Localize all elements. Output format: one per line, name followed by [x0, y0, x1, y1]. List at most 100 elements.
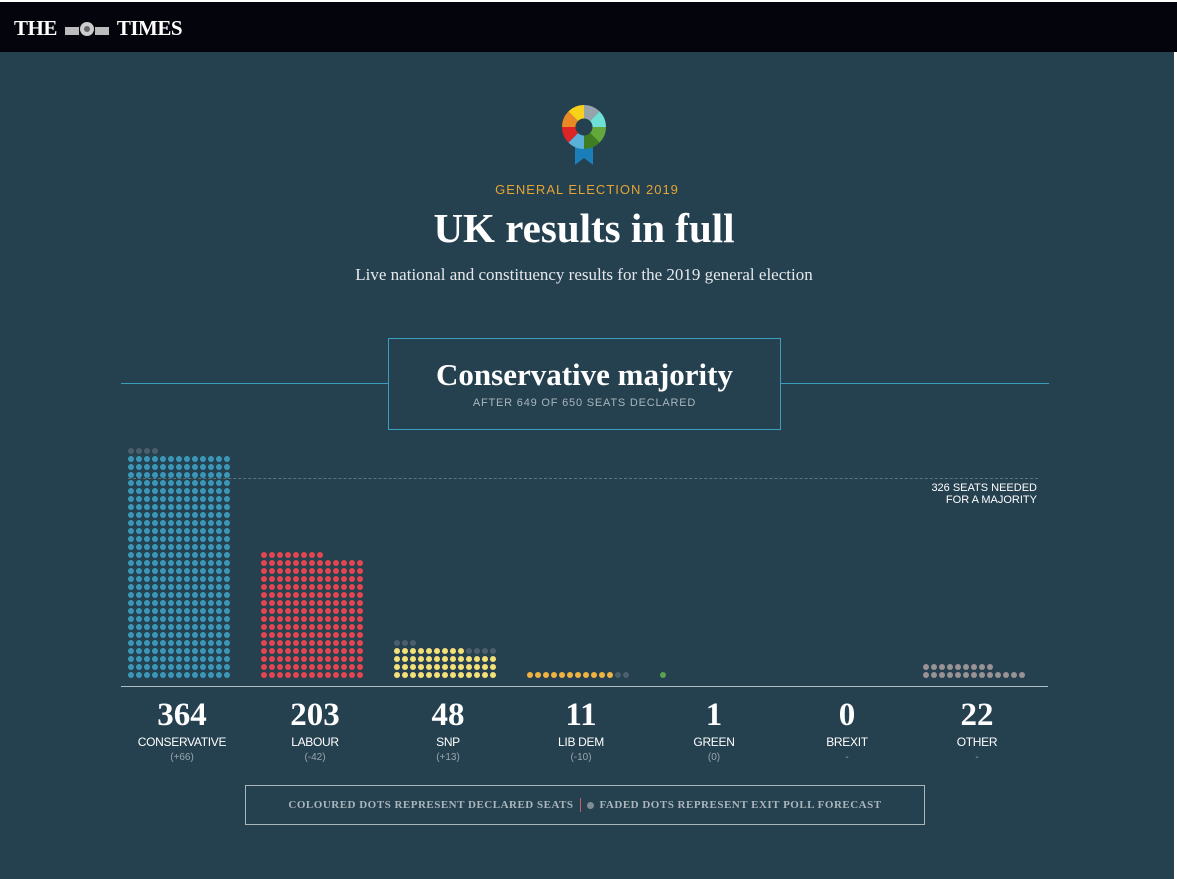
declared-seat-dot-conservative [200, 592, 206, 598]
declared-seat-dot-conservative [200, 648, 206, 654]
declared-seat-dot-conservative [224, 544, 230, 550]
declared-seat-dot-conservative [128, 536, 134, 542]
declared-seat-dot-labour [293, 648, 299, 654]
times-logo[interactable]: THE TIMES [14, 16, 183, 41]
declared-seat-dot-conservative [160, 488, 166, 494]
majority-label: 326 SEATS NEEDED FOR A MAJORITY [931, 482, 1037, 506]
declared-seat-dot-labour [261, 656, 267, 662]
declared-seat-dot-labour [301, 624, 307, 630]
declared-seat-dot-conservative [176, 632, 182, 638]
declared-seat-dot-labour [325, 656, 331, 662]
declared-seat-dot-conservative [192, 512, 198, 518]
declared-seat-dot-conservative [184, 488, 190, 494]
seat-change: - [845, 752, 849, 763]
declared-seat-dot-labour [357, 576, 363, 582]
declared-seat-dot-labour [317, 648, 323, 654]
declared-seat-dot-snp [402, 664, 408, 670]
declared-seat-dot-labour [261, 616, 267, 622]
declared-seat-dot-conservative [144, 664, 150, 670]
declared-seat-dot-conservative [184, 640, 190, 646]
declared-seat-dot-conservative [192, 616, 198, 622]
declared-seat-dot-conservative [136, 464, 142, 470]
declared-seat-dot-conservative [184, 672, 190, 678]
declared-seat-dot-conservative [144, 496, 150, 502]
declared-seat-dot-conservative [128, 640, 134, 646]
declared-seat-dot-conservative [168, 488, 174, 494]
declared-seat-dot-conservative [184, 536, 190, 542]
declared-seat-dot-conservative [168, 568, 174, 574]
declared-seat-dot-conservative [160, 512, 166, 518]
declared-seat-dot-conservative [152, 624, 158, 630]
declared-seat-dot-conservative [200, 472, 206, 478]
declared-seat-dot-conservative [192, 552, 198, 558]
party-result-labour: 203 LABOUR (-42) [255, 697, 375, 763]
declared-seat-dot-conservative [152, 552, 158, 558]
forecast-seat-dot-conservative [136, 448, 142, 454]
declared-seat-dot-conservative [128, 504, 134, 510]
declared-seat-dot-conservative [192, 544, 198, 550]
declared-seat-dot-other [1011, 672, 1017, 678]
declared-seat-dot-conservative [200, 576, 206, 582]
declared-seat-dot-conservative [208, 512, 214, 518]
declared-seat-dot-labour [277, 656, 283, 662]
declared-seat-dot-conservative [144, 656, 150, 662]
declared-seat-dot-conservative [144, 608, 150, 614]
declared-seat-dot-conservative [192, 568, 198, 574]
declared-seat-dot-snp [426, 664, 432, 670]
declared-seat-dot-other [963, 672, 969, 678]
declared-seat-dot-labour [333, 616, 339, 622]
declared-seat-dot-conservative [136, 488, 142, 494]
declared-seat-dot-conservative [192, 456, 198, 462]
declared-seat-dot-conservative [128, 456, 134, 462]
seat-change: (0) [707, 752, 721, 763]
declared-seat-dot-conservative [200, 496, 206, 502]
declared-seat-dot-conservative [160, 632, 166, 638]
forecast-seat-dot-snp [482, 648, 488, 654]
declared-seat-dot-labour [309, 624, 315, 630]
declared-seat-dot-conservative [184, 560, 190, 566]
declared-seat-dot-labour [261, 592, 267, 598]
declared-seat-dot-conservative [176, 488, 182, 494]
declared-seat-dot-labour [269, 664, 275, 670]
declared-seat-dot-snp [474, 664, 480, 670]
declared-seat-dot-conservative [216, 504, 222, 510]
declared-seat-dot-conservative [136, 512, 142, 518]
declared-seat-dot-snp [426, 672, 432, 678]
declared-seat-dot-conservative [136, 600, 142, 606]
declared-seat-dot-conservative [152, 656, 158, 662]
declared-seat-dot-conservative [176, 616, 182, 622]
declared-seat-dot-labour [317, 608, 323, 614]
seat-count: 11 [565, 697, 597, 733]
party-result-snp: 48 SNP (+13) [388, 697, 508, 763]
declared-seat-dot-snp [490, 672, 496, 678]
declared-seat-dot-conservative [216, 560, 222, 566]
declared-seat-dot-conservative [152, 584, 158, 590]
declared-seat-dot-conservative [208, 472, 214, 478]
declared-seat-dot-conservative [216, 624, 222, 630]
declared-seat-dot-snp [450, 672, 456, 678]
declared-seat-dot-conservative [208, 544, 214, 550]
declared-seat-dot-snp [418, 672, 424, 678]
declared-seat-dot-conservative [184, 480, 190, 486]
declared-seat-dot-conservative [224, 560, 230, 566]
declared-seat-dot-conservative [144, 616, 150, 622]
declared-seat-dot-conservative [168, 616, 174, 622]
declared-seat-dot-labour [317, 568, 323, 574]
declared-seat-dot-labour [285, 664, 291, 670]
declared-seat-dot-conservative [224, 528, 230, 534]
party-name: OTHER [956, 735, 998, 749]
declared-seat-dot-labour [317, 584, 323, 590]
declared-seat-dot-labour [325, 664, 331, 670]
declared-seat-dot-conservative [152, 512, 158, 518]
declared-seat-dot-conservative [216, 608, 222, 614]
result-summary: Conservative majority AFTER 649 OF 650 S… [388, 338, 781, 430]
declared-seat-dot-lib-dem [599, 672, 605, 678]
declared-seat-dot-snp [434, 664, 440, 670]
declared-seat-dot-conservative [184, 624, 190, 630]
declared-seat-dot-conservative [192, 600, 198, 606]
declared-seat-dot-other [971, 664, 977, 670]
declared-seat-dot-conservative [136, 616, 142, 622]
declared-seat-dot-conservative [152, 488, 158, 494]
declared-seat-dot-conservative [144, 512, 150, 518]
declared-seat-dot-labour [349, 600, 355, 606]
